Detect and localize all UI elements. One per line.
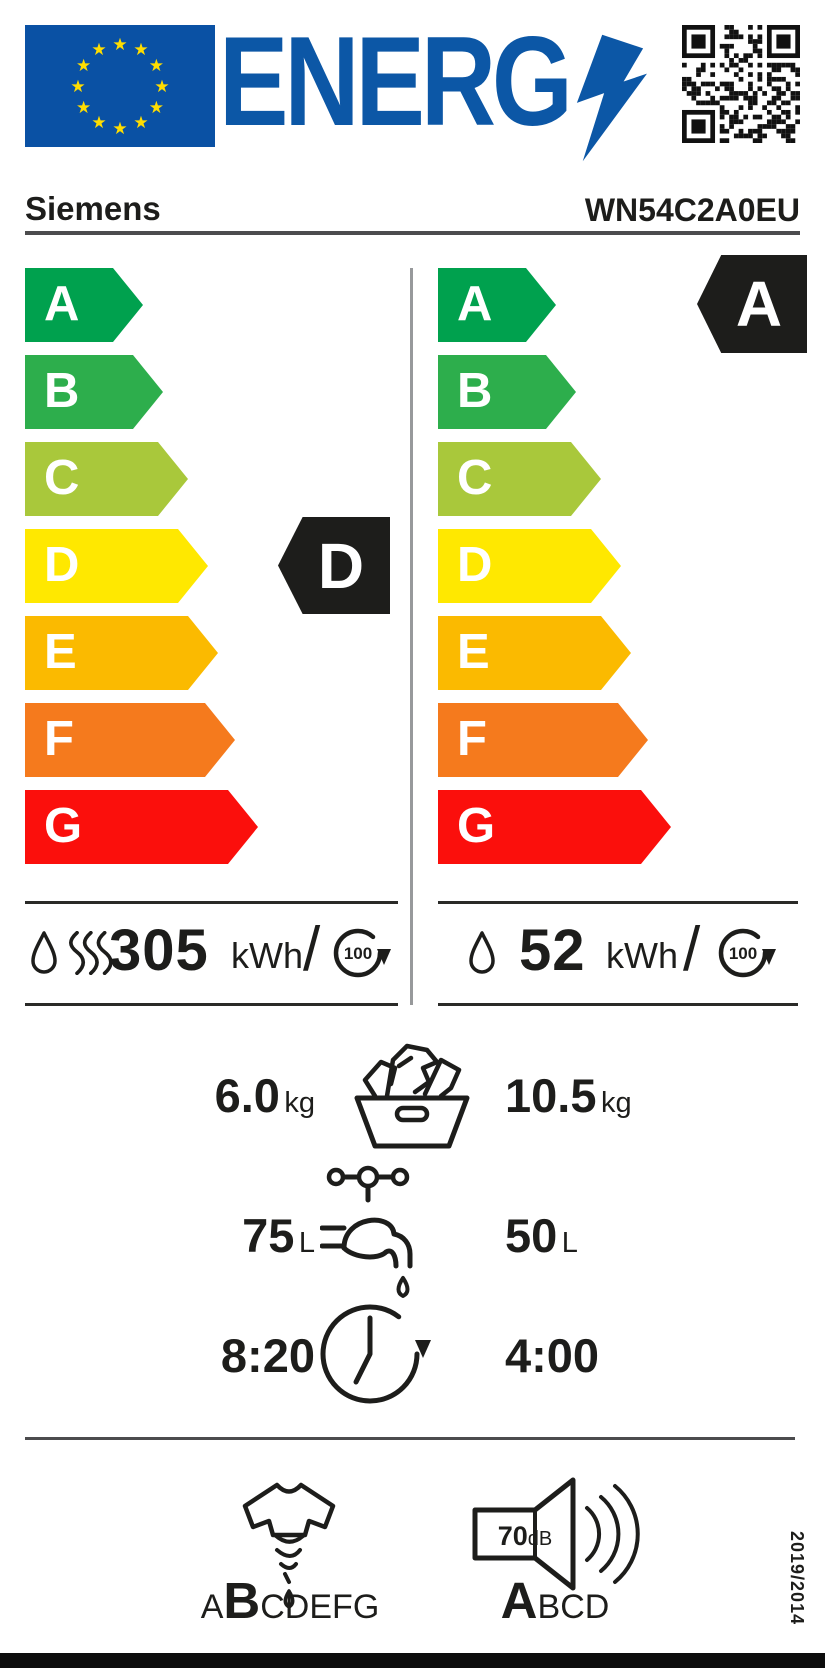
eu-star-icon: ★ [70, 76, 86, 96]
class-letter-c: C [260, 1588, 285, 1626]
grade-arrow-g: G [438, 790, 671, 864]
per-slash: / [683, 915, 701, 984]
eu-star-icon: ★ [91, 40, 107, 60]
spin-dry-shirt-icon [242, 1482, 336, 1608]
cycle-duration-clock-icon [320, 1304, 431, 1404]
heat-waves-icon [69, 931, 112, 975]
bottom-bar [0, 1653, 825, 1668]
class-letter-f: F [332, 1588, 353, 1626]
grade-arrow-d: D [25, 529, 208, 603]
eu-star-icon: ★ [76, 55, 92, 75]
water-drop-icon [31, 931, 57, 974]
energy-unit: kWh [606, 935, 678, 976]
water-tap-icon [320, 1165, 413, 1298]
capacity-unit: kg [600, 1087, 632, 1119]
class-letter-g: G [352, 1588, 380, 1626]
section-divider [25, 1437, 795, 1440]
capacity-value: 10.5 [505, 1069, 597, 1122]
class-letter-c: C [560, 1588, 585, 1626]
class-letter-a: A [200, 1588, 224, 1626]
noise-db-value: 70 [497, 1521, 528, 1551]
energ-logo-text: ENERG [219, 10, 573, 152]
per-100-cycles-icon: 100 [718, 928, 776, 978]
eu-star-icon: ★ [76, 97, 92, 117]
grade-arrow-b: B [438, 355, 576, 429]
eu-star-icon: ★ [133, 40, 149, 60]
class-letter-a-highlight: A [500, 1572, 538, 1629]
grade-arrow-f: F [25, 703, 235, 777]
capacity-value: 6.0 [214, 1069, 280, 1122]
per-100-cycles-icon: 100 [333, 928, 391, 978]
laundry-basket-icon [354, 1043, 470, 1149]
cycles-count: 100 [729, 944, 757, 963]
lightning-bolt-icon [576, 34, 647, 162]
energy-row-border [438, 901, 798, 904]
grade-arrow-e: E [438, 616, 631, 690]
grade-arrow-d: D [438, 529, 621, 603]
water-unit: L [561, 1227, 578, 1259]
wash-dry-rating-indicator: D [278, 517, 390, 614]
eu-star-icon: ★ [154, 76, 170, 96]
duration-value: 8:20 [220, 1329, 315, 1382]
eu-star-icon: ★ [133, 112, 149, 132]
water-value: 75 [242, 1209, 295, 1262]
class-letter-e: E [309, 1588, 333, 1626]
water-wash-only: 50 L [505, 1212, 785, 1259]
noise-speaker-icon [472, 1477, 640, 1591]
duration-wash-only: 4:00 [505, 1332, 785, 1379]
grade-arrow-b: B [25, 355, 163, 429]
energy-row-border [25, 1003, 398, 1006]
capacity-unit: kg [284, 1087, 315, 1119]
wash-only-rating-indicator: A [697, 255, 807, 353]
class-letter-b: B [537, 1588, 561, 1626]
cycles-count: 100 [344, 944, 372, 963]
energy-unit: kWh [231, 935, 303, 976]
water-unit: L [298, 1227, 315, 1259]
grade-arrow-g: G [25, 790, 258, 864]
eu-star-icon: ★ [112, 118, 128, 138]
eu-star-icon: ★ [148, 97, 164, 117]
grade-arrow-f: F [438, 703, 648, 777]
regulation-number: 2019/2014 [787, 1531, 807, 1626]
capacity-wash-dry: 6.0 kg [60, 1072, 315, 1119]
per-slash: / [303, 915, 321, 984]
eu-star-icon: ★ [112, 34, 128, 54]
class-letter-b-highlight: B [223, 1572, 261, 1629]
grade-arrow-a: A [25, 268, 143, 342]
duration-value: 4:00 [505, 1329, 600, 1382]
energy-row-border [25, 901, 398, 904]
model-identifier: WN54C2A0EU [584, 192, 800, 228]
grade-arrow-c: C [25, 442, 188, 516]
eu-star-icon: ★ [91, 112, 107, 132]
class-letter-d: D [284, 1588, 310, 1626]
eu-flag: ★ ★ ★ ★ ★ ★ ★ ★ ★ ★ ★ ★ [25, 25, 215, 147]
grade-arrow-a: A [438, 268, 556, 342]
noise-db-unit: dB [527, 1528, 553, 1550]
noise-level: 70dB [477, 1521, 573, 1552]
energy-value-wash-dry: 305 [109, 918, 209, 983]
column-divider [410, 268, 413, 1005]
water-wash-dry: 75 L [60, 1212, 315, 1259]
water-value: 50 [505, 1209, 558, 1262]
energy-value-wash-only: 52 [519, 918, 586, 983]
grade-arrow-e: E [25, 616, 218, 690]
header-divider [25, 231, 800, 235]
grade-arrow-c: C [438, 442, 601, 516]
qr-code [682, 25, 800, 143]
supplier-name: Siemens [25, 190, 161, 227]
water-drop-icon [469, 931, 495, 974]
duration-wash-dry: 8:20 [60, 1332, 315, 1379]
energy-row-border [438, 1003, 798, 1006]
class-letter-d: D [584, 1588, 610, 1626]
capacity-wash-only: 10.5 kg [505, 1072, 785, 1119]
eu-star-icon: ★ [148, 55, 164, 75]
